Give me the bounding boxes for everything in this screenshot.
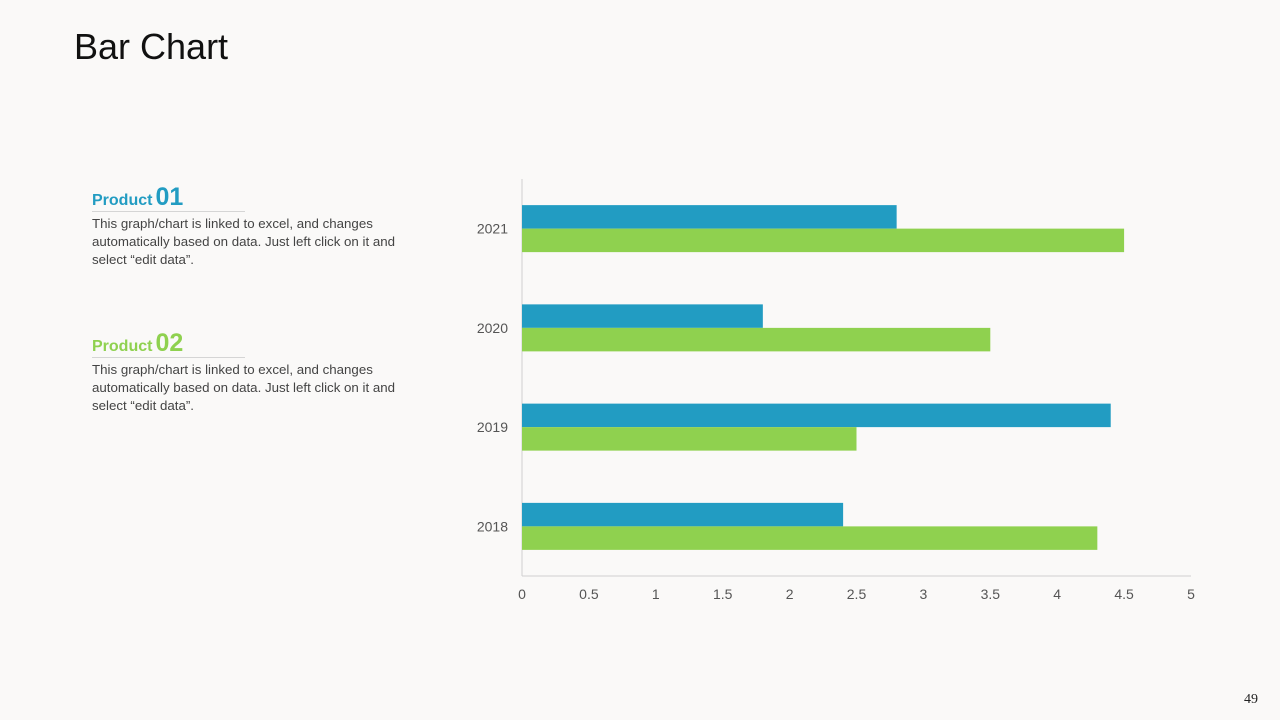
category-label: 2021 (477, 221, 508, 237)
x-tick-label: 3.5 (981, 586, 1001, 602)
legend-product-01: Product 01 This graph/chart is linked to… (92, 184, 437, 269)
legend-product-02: Product 02 This graph/chart is linked to… (92, 330, 437, 415)
legend-word: Product (92, 338, 153, 355)
x-tick-label: 1 (652, 586, 660, 602)
legend-description: This graph/chart is linked to excel, and… (92, 216, 396, 267)
bar-product-02-2018 (522, 526, 1098, 550)
legend-number: 01 (155, 183, 184, 211)
x-tick-label: 4 (1053, 586, 1061, 602)
legend-number: 02 (155, 329, 184, 357)
slide-title: Bar Chart (74, 26, 229, 67)
legend-header: Product 01 (92, 184, 245, 212)
bar-product-01-2019 (522, 403, 1111, 428)
category-label: 2020 (477, 320, 508, 336)
x-tick-label: 1.5 (713, 586, 733, 602)
category-label: 2018 (477, 518, 508, 534)
legend-description: This graph/chart is linked to excel, and… (92, 362, 396, 413)
bar-product-02-2020 (522, 327, 991, 352)
bar-product-02-2019 (522, 427, 857, 451)
x-tick-label: 0.5 (579, 586, 599, 602)
bar-product-02-2021 (522, 228, 1125, 253)
x-tick-label: 2 (786, 586, 794, 602)
bar-product-01-2018 (522, 502, 844, 527)
x-tick-label: 4.5 (1114, 586, 1134, 602)
x-tick-label: 5 (1187, 586, 1195, 602)
x-tick-label: 0 (518, 586, 526, 602)
legend-header: Product 02 (92, 330, 245, 358)
bar-product-01-2021 (522, 205, 897, 229)
bar-product-01-2020 (522, 304, 763, 328)
page-number: 49 (1244, 692, 1258, 707)
x-tick-label: 3 (920, 586, 928, 602)
legend-word: Product (92, 192, 153, 209)
x-tick-label: 2.5 (847, 586, 867, 602)
category-label: 2019 (477, 419, 508, 435)
